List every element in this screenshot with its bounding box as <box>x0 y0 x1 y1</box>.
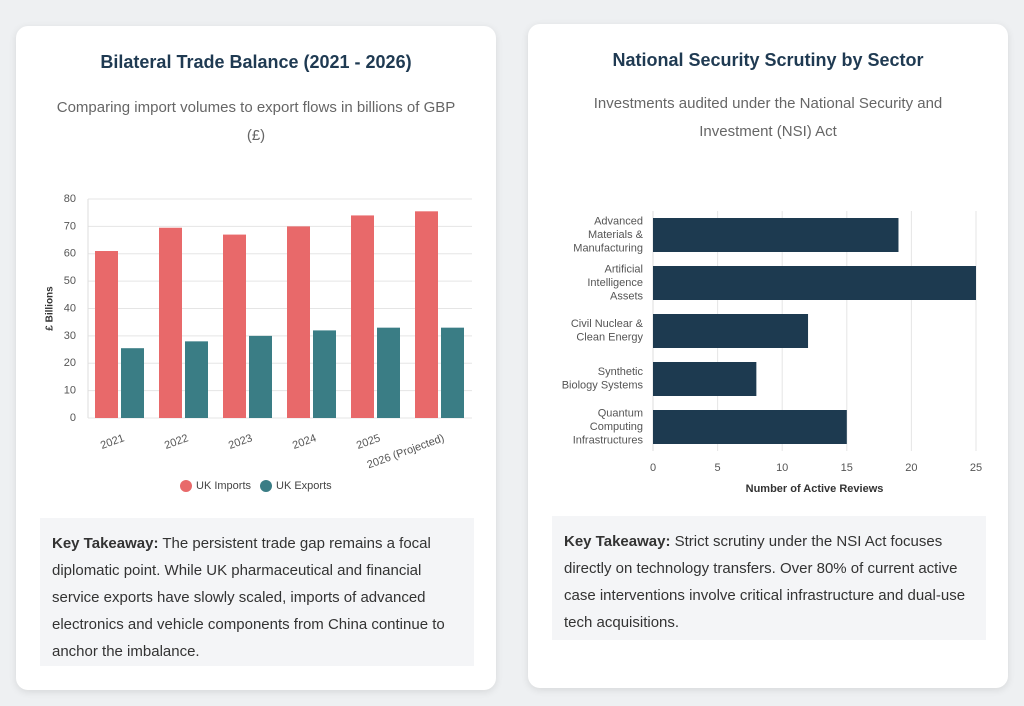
takeaway-label: Key Takeaway: <box>52 535 159 552</box>
legend-label: UK Imports <box>196 480 252 492</box>
x-tick-label: 25 <box>970 462 982 474</box>
y-tick-label: 60 <box>64 248 76 260</box>
y-tick-label: 30 <box>64 330 76 342</box>
bar <box>95 251 118 418</box>
y-tick-label: 80 <box>64 193 76 205</box>
bar <box>415 211 438 418</box>
chart-title: National Security Scrutiny by Sector <box>612 50 924 70</box>
y-tick-label: 10 <box>64 385 76 397</box>
y-tick-label: 0 <box>70 412 76 424</box>
x-tick-label: 15 <box>841 462 853 474</box>
takeaway-label: Key Takeaway: <box>564 533 671 550</box>
bar <box>441 327 464 418</box>
bar <box>159 227 182 418</box>
y-tick-label: Infrastructures <box>573 434 644 446</box>
y-tick-label: Advanced <box>594 215 643 227</box>
y-tick-label: Manufacturing <box>573 242 643 254</box>
bar <box>185 341 208 418</box>
legend-label: UK Exports <box>276 480 332 492</box>
y-tick-label: 50 <box>64 275 76 287</box>
bar <box>351 215 374 418</box>
x-tick-label: 2024 <box>291 432 318 452</box>
y-axis-label: £ Billions <box>45 286 56 331</box>
bar <box>249 335 272 418</box>
bar <box>313 330 336 418</box>
x-tick-label: 0 <box>650 462 656 474</box>
y-tick-label: Computing <box>590 421 643 433</box>
legend-marker <box>180 480 192 492</box>
y-tick-label: Civil Nuclear & <box>571 318 644 330</box>
y-tick-label: Clean Energy <box>576 332 643 344</box>
bar <box>653 218 899 252</box>
bar <box>121 348 144 418</box>
bar <box>653 410 847 444</box>
chart-subtitle: Comparing import volumes to export flows… <box>56 99 456 144</box>
y-tick-label: Assets <box>610 290 644 302</box>
bar <box>223 234 246 418</box>
y-tick-label: Synthetic <box>598 366 644 378</box>
card: National Security Scrutiny by Sector Inv… <box>528 24 1008 688</box>
x-tick-label: 2025 <box>355 432 382 452</box>
y-tick-label: Intelligence <box>587 277 643 289</box>
y-tick-label: 20 <box>64 357 76 369</box>
bar <box>377 327 400 418</box>
x-tick-label: 10 <box>776 462 788 474</box>
x-tick-label: 2022 <box>163 432 190 452</box>
x-tick-label: 20 <box>905 462 917 474</box>
bar <box>653 362 757 396</box>
takeaway-text: The persistent trade gap remains a focal… <box>52 535 445 660</box>
chart-subtitle: Investments audited under the National S… <box>593 95 943 140</box>
legend-marker <box>260 480 272 492</box>
x-axis-label: Number of Active Reviews <box>746 483 884 495</box>
x-tick-label: 2023 <box>227 432 254 452</box>
takeaway: Key Takeaway: The persistent trade gap r… <box>40 518 474 666</box>
takeaway-text: Strict scrutiny under the NSI Act focuse… <box>564 533 966 631</box>
bar <box>653 266 976 300</box>
x-tick-label: 2021 <box>99 432 126 452</box>
y-tick-label: Artificial <box>604 263 643 275</box>
y-tick-label: Quantum <box>598 407 643 419</box>
takeaway: Key Takeaway: Strict scrutiny under the … <box>552 516 986 640</box>
x-tick-label: 5 <box>715 462 721 474</box>
y-tick-label: Biology Systems <box>562 380 644 392</box>
bar <box>287 226 310 418</box>
bar <box>653 314 809 348</box>
chart-title: Bilateral Trade Balance (2021 - 2026) <box>100 52 412 72</box>
y-tick-label: 40 <box>64 302 76 314</box>
y-tick-label: Materials & <box>588 229 644 241</box>
y-tick-label: 70 <box>64 220 76 232</box>
